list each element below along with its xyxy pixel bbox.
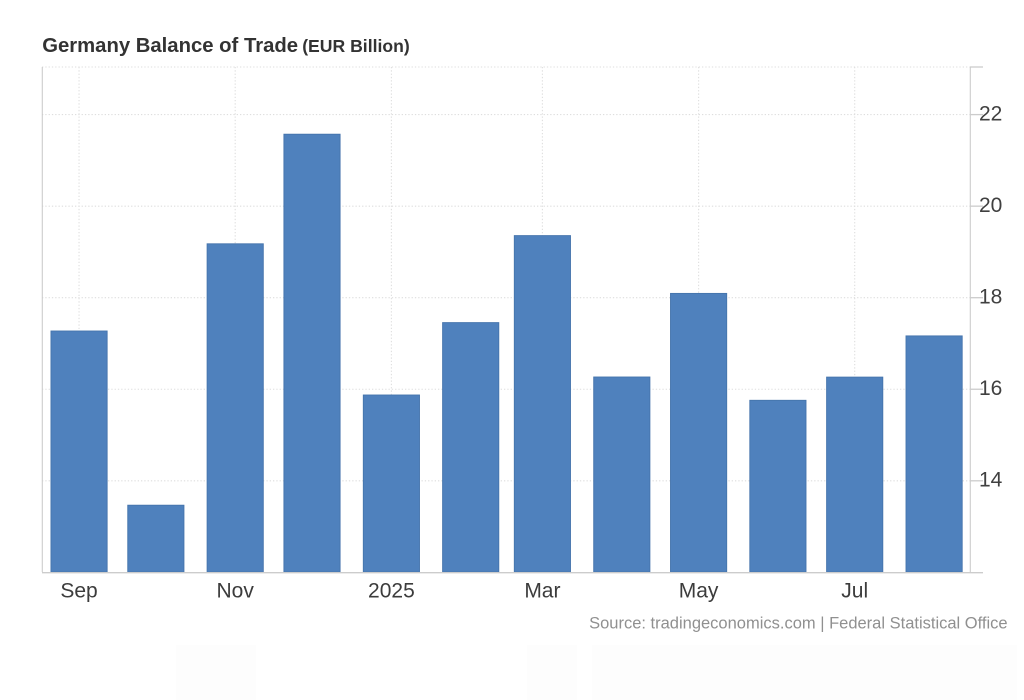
svg-text:Sep: Sep [60, 580, 97, 603]
svg-text:Jul: Jul [841, 580, 868, 603]
svg-text:Source: tradingeconomics.com |: Source: tradingeconomics.com | Federal S… [589, 615, 1008, 633]
svg-text:2025: 2025 [368, 580, 415, 603]
svg-text:Mar: Mar [524, 580, 560, 603]
svg-text:Germany Balance of Trade (EUR: Germany Balance of Trade (EUR Billion) [42, 35, 410, 57]
svg-text:22: 22 [979, 102, 1002, 125]
svg-text:16: 16 [979, 377, 1002, 400]
svg-text:May: May [679, 580, 719, 603]
svg-text:20: 20 [979, 194, 1002, 217]
svg-text:18: 18 [979, 285, 1002, 308]
svg-text:14: 14 [979, 469, 1003, 492]
svg-text:Nov: Nov [217, 580, 255, 603]
